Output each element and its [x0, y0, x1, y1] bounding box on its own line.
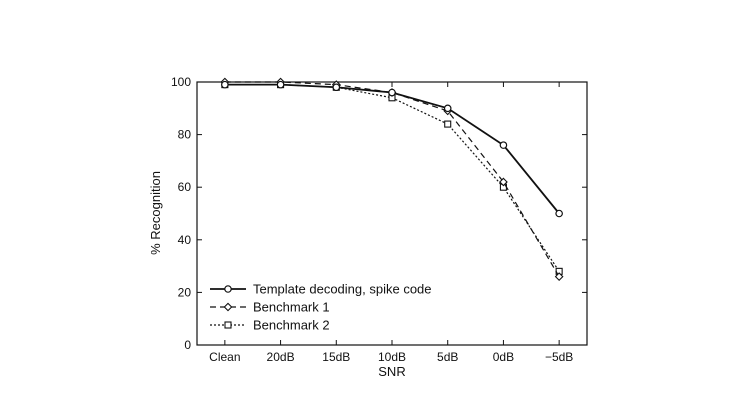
legend-item: Benchmark 2	[210, 318, 330, 333]
x-tick-label: 10dB	[378, 350, 406, 364]
legend-label: Benchmark 2	[253, 318, 330, 333]
series-layer	[220, 77, 564, 281]
legend-label: Benchmark 1	[253, 300, 330, 315]
y-tick-label: 80	[178, 128, 192, 142]
data-point	[443, 104, 452, 113]
x-axis: Clean 20dB 15dB 10dB 5dB 0dB −5dB	[209, 82, 573, 364]
y-tick-label: 100	[171, 75, 191, 89]
legend-label: Template decoding, spike code	[253, 282, 432, 297]
series-line	[224, 84, 560, 272]
data-point	[499, 177, 508, 187]
data-point	[499, 141, 508, 149]
legend-item: Benchmark 1	[210, 300, 330, 315]
x-axis-label: SNR	[378, 364, 405, 379]
legend-marker	[223, 302, 233, 312]
y-axis-label: % Recognition	[148, 171, 163, 255]
y-tick-label: 0	[184, 338, 191, 352]
x-tick-label: 5dB	[437, 350, 458, 364]
x-tick-label: 20dB	[267, 350, 295, 364]
series-square	[221, 81, 563, 275]
y-tick-label: 40	[178, 233, 192, 247]
series-diamond	[220, 77, 564, 281]
series-circle	[221, 80, 563, 218]
data-point	[332, 83, 341, 92]
legend: Template decoding, spike code Benchmark 1…	[210, 282, 432, 333]
y-axis: 0 20 40 60 80 100	[171, 75, 587, 352]
legend-marker	[224, 285, 232, 293]
data-point	[276, 80, 285, 89]
y-tick-label: 60	[178, 180, 192, 194]
legend-item: Template decoding, spike code	[210, 282, 432, 297]
x-tick-label: 0dB	[493, 350, 514, 364]
x-tick-label: Clean	[209, 350, 240, 364]
y-tick-label: 20	[178, 285, 192, 299]
series-line	[224, 83, 560, 215]
x-tick-label: −5dB	[545, 350, 573, 364]
data-point	[554, 272, 564, 281]
data-point	[388, 88, 396, 97]
legend-marker	[224, 321, 232, 329]
data-point	[555, 209, 563, 218]
x-tick-label: 15dB	[322, 350, 350, 364]
data-point	[221, 80, 229, 89]
data-point	[444, 120, 452, 128]
series-line	[224, 81, 560, 277]
